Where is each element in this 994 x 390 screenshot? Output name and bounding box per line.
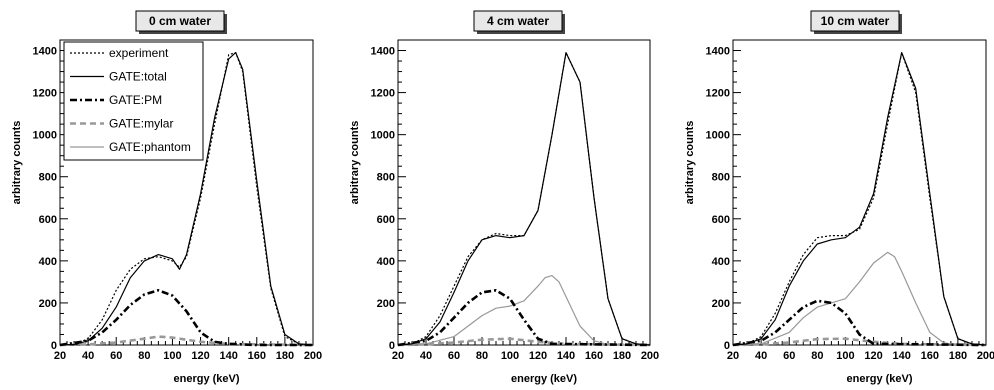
y-tick-label: 200	[712, 298, 730, 310]
y-tick-label: 0	[389, 340, 395, 352]
plot-frame	[732, 39, 987, 346]
title-box	[810, 10, 900, 32]
x-tick-label: 140	[219, 350, 237, 362]
y-tick-label: 600	[712, 214, 730, 226]
legend-entry: GATE:total	[109, 70, 167, 84]
y-tick-label: 1000	[371, 130, 395, 142]
series-line-gate-phantom	[397, 275, 650, 346]
x-tick-label: 40	[755, 350, 767, 362]
plot-panel: 4 cm water 20 40 60 80 100 120 140 160 180 200 0 200…	[349, 10, 659, 385]
title-box	[135, 10, 225, 32]
series-line-gate-total	[397, 52, 651, 346]
x-tick-label: 160	[921, 350, 939, 362]
series-line-gate-total	[59, 52, 314, 346]
x-tick-label: 180	[276, 350, 294, 362]
x-tick-label: 180	[613, 350, 631, 362]
legend-entry: GATE:phantom	[109, 140, 191, 154]
x-tick-label: 20	[392, 350, 404, 362]
y-tick-label: 400	[377, 256, 395, 268]
y-tick-label: 0	[724, 340, 730, 352]
x-tick-label: 100	[163, 350, 181, 362]
y-tick-label: 0	[51, 340, 57, 352]
x-axis-label: energy (keV)	[173, 373, 239, 385]
panel-title: 0 cm water	[149, 14, 211, 28]
panel-title: 4 cm water	[487, 14, 549, 28]
x-tick-label: 140	[557, 350, 575, 362]
y-tick-label: 1400	[33, 46, 57, 58]
y-tick-label: 600	[377, 214, 395, 226]
y-tick-label: 200	[39, 298, 57, 310]
x-tick-label: 60	[110, 350, 122, 362]
y-tick-label: 400	[712, 256, 730, 268]
y-tick-label: 800	[712, 172, 730, 184]
plot-frame	[397, 39, 651, 346]
x-tick-label: 20	[54, 350, 66, 362]
x-tick-label: 200	[977, 350, 994, 362]
legend-entry: GATE:mylar	[109, 117, 173, 131]
y-tick-label: 600	[39, 214, 57, 226]
x-tick-label: 180	[949, 350, 967, 362]
y-axis-label: arbitrary counts	[684, 121, 696, 205]
x-tick-label: 160	[248, 350, 266, 362]
y-tick-label: 1200	[371, 88, 395, 100]
y-axis-label: arbitrary counts	[11, 121, 23, 205]
series-line-gate-pm	[732, 299, 987, 347]
y-tick-label: 800	[39, 172, 57, 184]
series-line-gate-phantom	[732, 251, 986, 346]
y-tick-label: 1000	[33, 130, 57, 142]
legend-entry: GATE:PM	[109, 93, 162, 107]
series-line-experiment	[732, 52, 987, 346]
y-axis-label: arbitrary counts	[349, 121, 361, 205]
legend-entry: experiment	[109, 46, 169, 60]
x-tick-label: 40	[420, 350, 432, 362]
x-tick-label: 120	[191, 350, 209, 362]
x-tick-label: 20	[727, 350, 739, 362]
x-tick-label: 80	[138, 350, 150, 362]
x-tick-label: 200	[304, 350, 322, 362]
x-axis-label: energy (keV)	[846, 373, 912, 385]
legend: experiment GATE:total GATE:PM GATE:mylar GAT…	[63, 41, 204, 161]
x-axis-label: energy (keV)	[511, 373, 577, 385]
x-tick-label: 80	[811, 350, 823, 362]
y-tick-label: 400	[39, 256, 57, 268]
series-line-gate-total	[732, 52, 987, 346]
y-tick-label: 200	[377, 298, 395, 310]
x-tick-label: 120	[529, 350, 547, 362]
x-tick-label: 100	[501, 350, 519, 362]
x-tick-label: 200	[641, 350, 659, 362]
x-tick-label: 40	[82, 350, 94, 362]
y-tick-label: 1400	[706, 46, 730, 58]
y-tick-label: 1000	[706, 130, 730, 142]
panel-title: 10 cm water	[821, 14, 890, 28]
plot-panel: 10 cm water 20 40 60 80 100 120 140 160 180 200 0 20…	[684, 10, 994, 385]
x-tick-label: 160	[585, 350, 603, 362]
x-tick-label: 60	[448, 350, 460, 362]
series-line-gate-pm	[59, 289, 313, 347]
series-line-gate-pm	[397, 289, 651, 347]
x-tick-label: 140	[892, 350, 910, 362]
title-box	[473, 10, 563, 32]
y-tick-label: 800	[377, 172, 395, 184]
y-tick-label: 1400	[371, 46, 395, 58]
y-tick-label: 1200	[706, 88, 730, 100]
x-tick-label: 80	[476, 350, 488, 362]
y-tick-label: 1200	[33, 88, 57, 100]
x-tick-label: 120	[864, 350, 882, 362]
x-tick-label: 60	[783, 350, 795, 362]
x-tick-label: 100	[836, 350, 854, 362]
plot-panel: 0 cm water 20 40 60 80 100 120 140 160 180 200 0 200…	[11, 10, 322, 385]
